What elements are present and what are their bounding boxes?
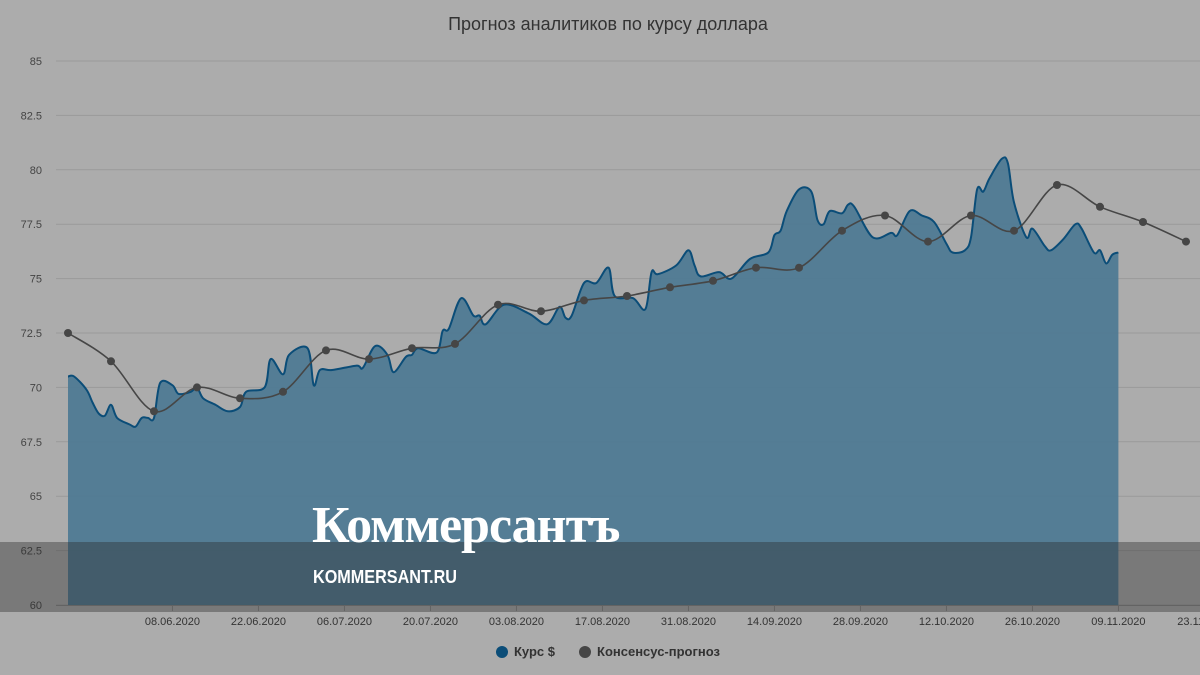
y-tick-label: 70 — [30, 382, 42, 394]
y-tick-label: 77.5 — [21, 219, 42, 231]
consensus-point — [451, 339, 459, 348]
y-tick-label: 62.5 — [21, 546, 42, 558]
y-tick-label: 65 — [30, 491, 42, 503]
y-tick-label: 80 — [30, 165, 42, 177]
consensus-point — [623, 292, 631, 300]
kommersant-logo: Коммерсантъ — [312, 497, 620, 554]
usd-rate-area — [68, 157, 1119, 606]
x-axis: 08.06.2020 22.06.2020 06.07.2020 20.07.2020… — [56, 605, 1200, 628]
x-tick-label: 09.11.2020 — [1091, 616, 1145, 628]
y-axis-labels: 60 62.5 65 67.5 70 72.5 75 77.5 80 82.5 85 — [21, 56, 42, 612]
x-tick-label: 06.07.2020 — [317, 616, 372, 628]
consensus-point — [494, 300, 502, 309]
consensus-point — [1010, 226, 1018, 235]
consensus-point — [64, 329, 72, 337]
consensus-point — [881, 211, 889, 220]
x-tick-label: 23.11.2020 — [1177, 616, 1200, 628]
consensus-point — [1096, 202, 1104, 211]
consensus-series — [64, 181, 1190, 416]
y-tick-label: 60 — [30, 600, 42, 612]
legend-label-consensus: Консенсус-прогноз — [597, 644, 720, 659]
consensus-point — [193, 383, 201, 392]
consensus-point — [107, 357, 115, 366]
x-tick-label: 12.10.2020 — [919, 616, 974, 628]
consensus-point — [1053, 181, 1061, 189]
legend-marker-consensus — [579, 645, 592, 658]
watermark-banner — [0, 542, 1200, 612]
consensus-point — [838, 226, 846, 235]
consensus-point — [322, 346, 330, 355]
consensus-point — [967, 211, 975, 220]
y-tick-label: 75 — [30, 274, 42, 286]
y-tick-label: 85 — [30, 56, 42, 68]
consensus-point — [1182, 237, 1190, 246]
x-tick-label: 20.07.2020 — [403, 616, 458, 628]
x-tick-label: 14.09.2020 — [747, 616, 802, 628]
consensus-point — [365, 355, 373, 364]
consensus-point — [1139, 218, 1147, 226]
usd-rate-series — [67, 156, 1119, 606]
consensus-point — [924, 237, 932, 246]
chart-title: Прогноз аналитиков по курсу доллара — [448, 14, 768, 34]
x-tick-label: 03.08.2020 — [489, 616, 544, 628]
consensus-point — [795, 263, 803, 272]
x-tick-label: 28.09.2020 — [833, 616, 888, 628]
legend-item-consensus[interactable]: Консенсус-прогноз — [579, 644, 720, 659]
consensus-point — [580, 296, 588, 305]
chart-legend: Курс $ Консенсус-прогноз — [0, 644, 1200, 659]
consensus-point — [236, 394, 244, 403]
consensus-point — [408, 344, 416, 353]
kommersant-site-link[interactable]: KOMMERSANT.RU — [313, 567, 457, 587]
consensus-point — [666, 283, 674, 292]
x-tick-label: 08.06.2020 — [145, 616, 200, 628]
y-tick-label: 82.5 — [21, 110, 42, 122]
consensus-point — [537, 307, 545, 316]
consensus-point — [752, 263, 760, 272]
legend-marker-usd-rate — [496, 645, 508, 658]
y-tick-label: 72.5 — [21, 328, 42, 340]
consensus-point — [279, 387, 287, 396]
x-tick-label: 26.10.2020 — [1005, 616, 1060, 628]
x-tick-label: 22.06.2020 — [231, 616, 286, 628]
y-tick-label: 67.5 — [21, 437, 42, 449]
x-tick-label: 31.08.2020 — [661, 616, 716, 628]
usd-rate-line — [67, 156, 1119, 428]
x-tick-label: 17.08.2020 — [575, 616, 630, 628]
legend-item-usd-rate[interactable]: Курс $ — [496, 644, 555, 659]
legend-label-usd-rate: Курс $ — [514, 644, 556, 659]
consensus-point — [150, 407, 158, 416]
consensus-point — [709, 276, 717, 285]
